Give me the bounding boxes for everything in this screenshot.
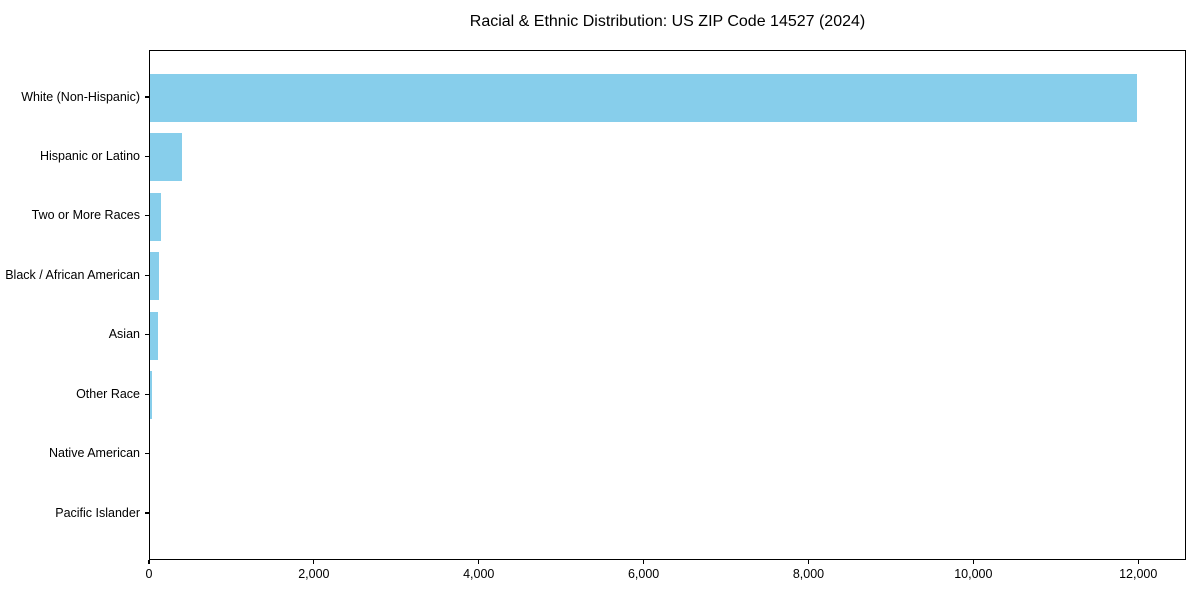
y-tick-label: Asian: [108, 327, 140, 342]
x-tick-mark: [642, 560, 645, 564]
bar: [150, 192, 162, 241]
y-tick-label: Black / African American: [5, 267, 140, 282]
y-tick-label: Other Race: [76, 386, 140, 401]
x-tick-label: 8,000: [792, 567, 825, 581]
plot-area: [149, 50, 1186, 560]
x-tick-label: 6,000: [627, 567, 660, 581]
y-tick-label: Native American: [48, 446, 140, 461]
y-tick-label: Pacific Islander: [55, 505, 140, 520]
y-tick-label: Two or More Races: [31, 208, 140, 223]
x-tick-label: 10,000: [954, 567, 993, 581]
y-tick-mark: [145, 96, 149, 98]
x-tick-mark: [972, 560, 974, 564]
bar: [150, 74, 1138, 122]
x-tick-mark: [148, 560, 150, 564]
bar: [150, 371, 152, 420]
y-tick-mark: [145, 393, 149, 395]
x-tick-label: 4,000: [463, 567, 495, 581]
y-tick-mark: [145, 155, 149, 158]
bar: [150, 133, 182, 182]
x-tick-mark: [1137, 560, 1139, 564]
chart-title: Racial & Ethnic Distribution: US ZIP Cod…: [469, 13, 866, 30]
x-tick-label: 2,000: [298, 567, 330, 581]
y-tick-label: White (Non-Hispanic): [21, 89, 140, 104]
y-tick-label: Hispanic or Latino: [39, 148, 140, 163]
y-tick-mark: [145, 274, 149, 276]
y-tick-mark: [145, 215, 149, 217]
x-tick-mark: [478, 560, 480, 564]
y-tick-mark: [145, 452, 149, 455]
bar: [150, 252, 159, 301]
y-tick-mark: [145, 334, 149, 336]
x-tick-label: 12,000: [1119, 567, 1158, 581]
x-tick-label: 0: [145, 567, 153, 581]
x-tick-mark: [807, 560, 810, 564]
y-tick-mark: [145, 512, 149, 514]
bar: [150, 311, 158, 360]
x-tick-mark: [313, 560, 315, 564]
